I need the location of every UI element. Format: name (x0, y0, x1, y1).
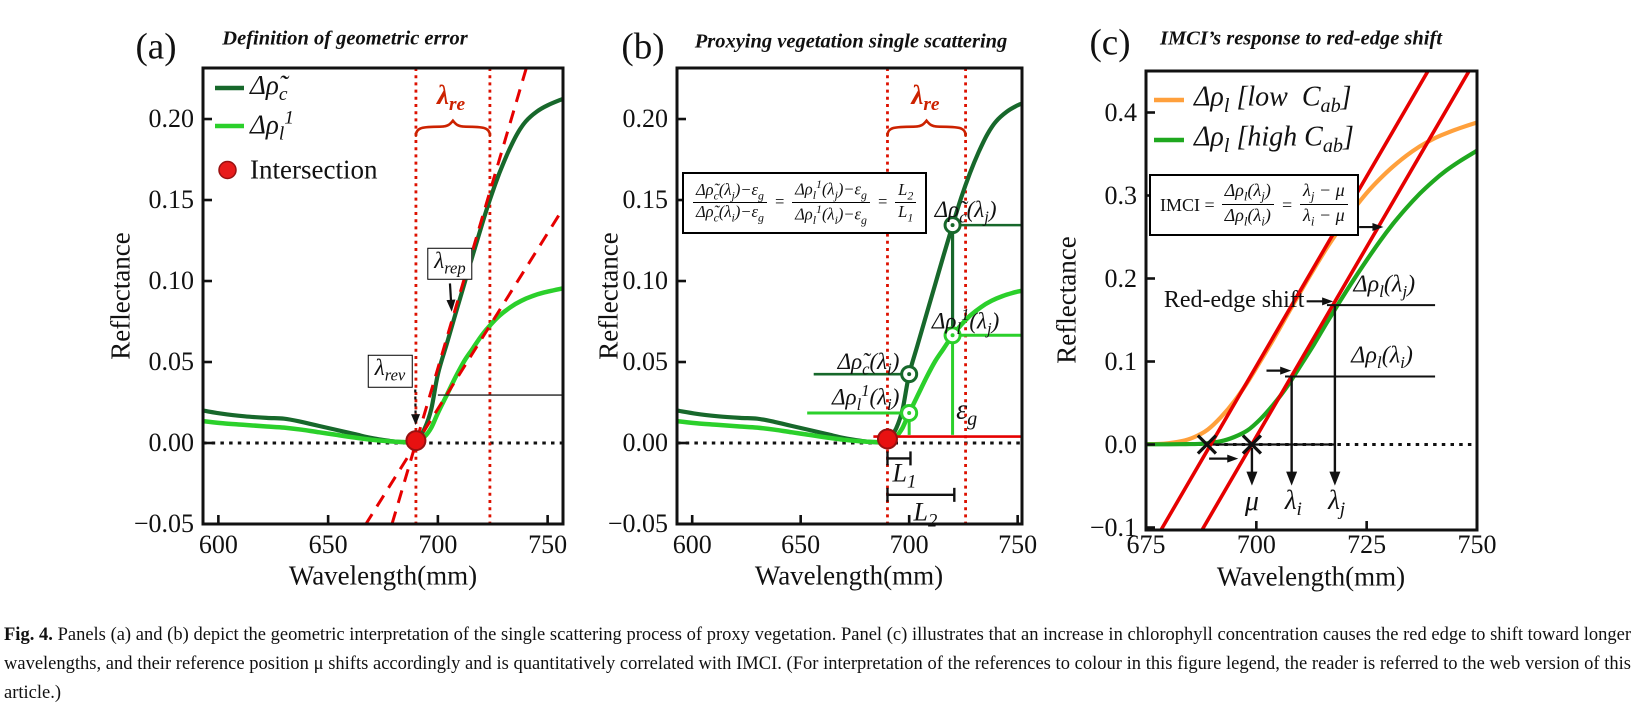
panel-b-axes-frame (675, 66, 1024, 526)
panel-a-title: Definition of geometric error (222, 27, 468, 50)
formula-text: IMCI = (1160, 194, 1215, 215)
figure-plot (201, 66, 1479, 532)
lambda-re-brace (414, 118, 492, 137)
lambda-re-brace (886, 118, 967, 137)
panel-c-curve-leaf-low-chlorophyll (1145, 120, 1478, 447)
panel-b-plot-area (676, 68, 1023, 524)
panel-c-xaxis-label: Wavelength(mm) (1216, 561, 1406, 592)
intersection-marker (876, 428, 898, 450)
panel-c-curve-leaf-high-chlorophyll (1145, 148, 1478, 447)
legend-swatch-dot (218, 160, 237, 180)
formula-fraction-part: λi − μ (1303, 205, 1345, 230)
formula-pointer-arrow-head (1372, 223, 1384, 232)
formula-fraction-part: Δρl1(λj)−εg (792, 177, 870, 204)
formula-fraction-part: L1 (898, 202, 914, 225)
tangent-line-leaf (363, 207, 564, 525)
panel-b-letter: (b) (621, 26, 665, 68)
formula-proxy-ratio: Δρ̃c(λj)−εg Δρ̃c(λi)−εg = Δρl1(λj)−εg Δρl1(λ… (682, 172, 928, 234)
mu-high-xmark (1241, 434, 1263, 455)
red-edge-line-high (1200, 70, 1471, 531)
formula-fraction-part: L2 (895, 180, 917, 204)
panel-b-curve-canopy-difference (676, 101, 1023, 445)
panel-a-axes-frame (201, 66, 565, 526)
shift-pointer-arrow-head (1227, 454, 1239, 463)
tangent-line-canopy (390, 67, 528, 525)
formula-fraction-part: Δρl1(λi)−εg (795, 202, 867, 228)
mu-low-xmark (1196, 434, 1218, 455)
panel-a-letter: (a) (135, 26, 177, 68)
lambda-rep-arrow-head (446, 299, 456, 312)
red-edge-line-low (1159, 70, 1430, 531)
formula-fraction-part: Δρ̃c(λi)−εg (696, 202, 764, 225)
canopy-lambda-j-marker-center (950, 223, 955, 228)
figure-caption: Fig. 4. Panels (a) and (b) depict the ge… (4, 621, 1631, 708)
formula-fraction: Δρ̃c(λj)−εg Δρ̃c(λi)−εg (693, 180, 767, 226)
formula-text: = (1280, 194, 1294, 215)
formula-fraction-part: λj − μ (1300, 180, 1348, 206)
intersection-marker (405, 430, 427, 452)
panel-a-plot-area (202, 67, 564, 525)
panel-b-curve-leaf-single-scattering (676, 288, 1023, 445)
panel-b-title: Proxying vegetation single scattering (694, 30, 1008, 53)
formula-fraction: L2 L1 (895, 180, 917, 226)
lambda-rep-arrow (448, 283, 453, 303)
formula-text: = (773, 192, 786, 212)
formula-fraction-part: Δρl(λi) (1224, 205, 1271, 230)
panel-c-yaxis-label: Reflectance (1051, 236, 1082, 364)
green-curve-pointer-arrow-head (1280, 366, 1292, 375)
leaf-lambda-j-marker-center (950, 333, 955, 338)
mu-arrow-head (1246, 471, 1258, 486)
panel-c-plot-area (1145, 70, 1478, 531)
caption-label: Fig. 4. (4, 624, 53, 645)
panel-b-xaxis-label: Wavelength(mm) (754, 560, 944, 591)
formula-text: = (876, 192, 889, 212)
lambda-j-line-arrow-head (1329, 471, 1341, 486)
formula-fraction-part: Δρl(λj) (1221, 180, 1274, 206)
formula-fraction-part: Δρ̃c(λj)−εg (693, 180, 767, 204)
caption-text: Panels (a) and (b) depict the geometric … (4, 624, 1631, 703)
panel-b-yaxis-label: Reflectance (593, 232, 624, 360)
formula-imci: IMCI = Δρl(λj) Δρl(λi) = λj − μ λi − μ (1149, 174, 1359, 236)
formula-fraction: λj − μ λi − μ (1300, 180, 1348, 230)
formula-fraction: Δρl1(λj)−εg Δρl1(λi)−εg (792, 177, 870, 228)
panel-c-letter: (c) (1089, 22, 1131, 64)
red-edge-shift-arrow-head (1322, 297, 1334, 306)
panel-a-curve-canopy-difference (202, 96, 564, 445)
formula-fraction: Δρl(λj) Δρl(λi) (1221, 180, 1274, 230)
lambda-i-line-arrow-head (1286, 471, 1298, 486)
lambda-rev-arrow-head (411, 414, 421, 426)
panel-c-title: IMCI’s response to red-edge shift (1159, 27, 1443, 50)
panel-c-axes-frame (1144, 69, 1479, 532)
panel-a-yaxis-label: Reflectance (105, 232, 136, 360)
leaf-lambda-i-marker-center (907, 411, 912, 416)
canopy-lambda-i-marker-center (907, 372, 912, 377)
panel-a-xaxis-label: Wavelength(mm) (288, 560, 478, 591)
